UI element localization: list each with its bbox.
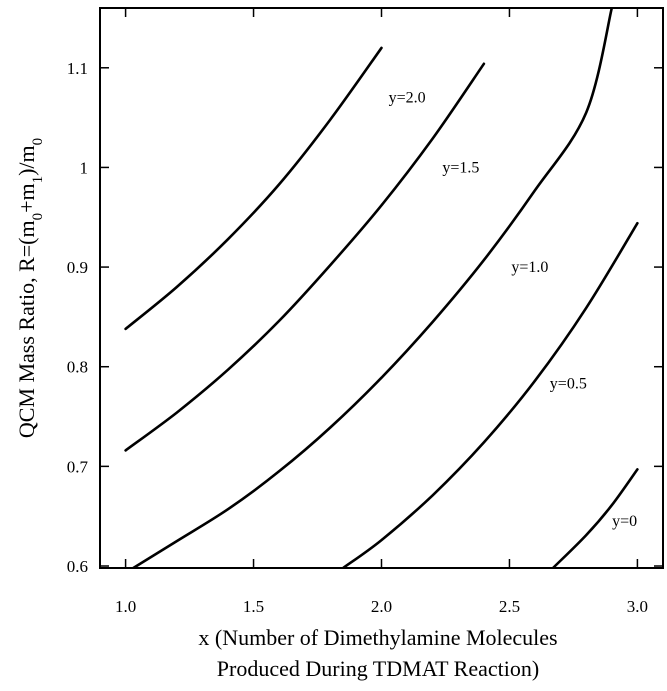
curves-layer bbox=[124, 8, 639, 568]
y-tick-label: 0.9 bbox=[67, 258, 88, 277]
x-axis-title-line2: Produced During TDMAT Reaction) bbox=[217, 656, 539, 681]
x-tick-label: 3.0 bbox=[627, 597, 648, 616]
ticks-layer bbox=[100, 8, 663, 568]
series-line-3 bbox=[341, 221, 639, 568]
plot-frame bbox=[99, 7, 664, 569]
y-axis-title: QCM Mass Ratio, R=(m0+m1)/m0 bbox=[14, 138, 46, 438]
x-tick-label: 1.0 bbox=[115, 597, 136, 616]
series-label: y=0 bbox=[612, 513, 637, 530]
labels-layer: 1.0 1.5 2.0 2.5 3.0 0.6 0.7 0.8 0.9 1 1.1 y=2.0 y=1.… bbox=[67, 59, 648, 616]
series-label: y=1.5 bbox=[442, 159, 479, 176]
x-tick-label: 2.5 bbox=[499, 597, 520, 616]
series-line-1 bbox=[124, 62, 486, 452]
y-axis-title-text: QCM Mass Ratio, R=(m0+m1)/m0 bbox=[14, 138, 46, 438]
y-tick-label: 0.7 bbox=[67, 457, 89, 476]
x-tick-label: 1.5 bbox=[243, 597, 264, 616]
y-tick-label: 1.1 bbox=[67, 59, 88, 78]
series-line-0 bbox=[124, 46, 383, 331]
series-label: y=1.0 bbox=[511, 259, 548, 276]
y-tick-label: 0.8 bbox=[67, 358, 88, 377]
series-label: y=2.0 bbox=[389, 90, 426, 107]
series-label: y=0.5 bbox=[550, 376, 587, 393]
x-axis-title-line1: x (Number of Dimethylamine Molecules bbox=[198, 625, 557, 650]
y-tick-label: 0.6 bbox=[67, 557, 88, 576]
x-tick-label: 2.0 bbox=[371, 597, 392, 616]
y-tick-label: 1 bbox=[80, 158, 89, 177]
series-line-2 bbox=[132, 8, 614, 568]
series-line-4 bbox=[551, 468, 639, 568]
